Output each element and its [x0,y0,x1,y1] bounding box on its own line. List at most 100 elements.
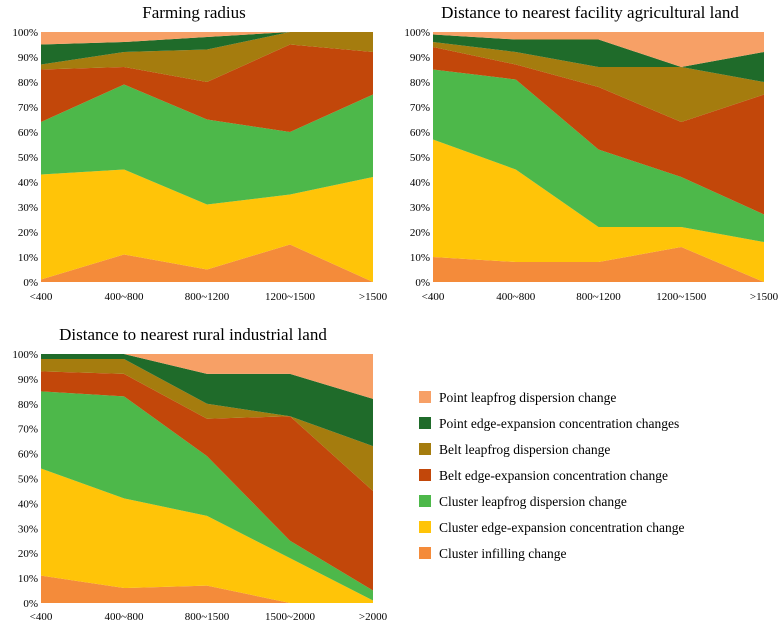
legend-item: Cluster infilling change [419,546,566,561]
area-series-cluster-edge-expansion-concentration [41,169,373,282]
y-tick-label: 80% [18,399,38,411]
y-tick-label: 70% [18,424,38,436]
y-tick-label: 0% [23,598,38,610]
area-series-point-edge-expansion-concentration [41,32,373,65]
y-tick-label: 10% [410,252,430,264]
area-layers [41,32,373,282]
y-tick-label: 20% [410,227,430,239]
y-tick-label: 90% [410,52,430,64]
legend-item: Cluster edge-expansion concentration cha… [419,520,685,535]
y-tick-label: 70% [410,102,430,114]
chart-title: Distance to nearest rural industrial lan… [59,325,327,344]
x-tick-label: >2000 [359,611,388,623]
area-series-belt-leapfrog-dispersion [433,42,764,122]
y-tick-label: 10% [18,573,38,585]
area-series-cluster-infilling [433,247,764,282]
x-axis: <400 400~800 800~1500 1500~2000 >2000 [30,611,388,623]
y-tick-label: 20% [18,548,38,560]
area-series-point-leapfrog-dispersion [433,32,764,67]
y-tick-label: 30% [410,202,430,214]
y-axis: 0% 10% 20% 30% 40% 50% 60% 70% 80% 90% 100% [12,349,38,610]
area-series-point-edge-expansion-concentration [41,354,373,447]
legend-item: Belt edge-expansion concentration change [419,468,668,483]
y-tick-label: 60% [18,449,38,461]
y-tick-label: 40% [18,177,38,189]
y-tick-label: 50% [18,152,38,164]
legend-label: Cluster leapfrog dispersion change [439,494,627,509]
x-tick-label: 1200~1500 [656,291,706,303]
y-tick-label: 40% [410,177,430,189]
x-tick-label: 800~1200 [185,291,230,303]
x-tick-label: 1500~2000 [265,611,315,623]
y-tick-label: 50% [410,152,430,164]
y-tick-label: 40% [18,498,38,510]
y-tick-label: 80% [18,77,38,89]
legend-item: Point leapfrog dispersion change [419,390,616,405]
area-series-cluster-leapfrog-dispersion [41,391,373,601]
area-series-point-edge-expansion-concentration [433,34,764,82]
x-axis: <400 400~800 800~1200 1200~1500 >1500 [30,291,388,303]
area-series-point-leapfrog-dispersion [41,354,373,399]
area-series-belt-edge-expansion-concentration [41,44,373,132]
area-series-cluster-infilling [41,575,373,603]
chart-rural-industrial-land: Distance to nearest rural industrial lan… [12,325,387,623]
area-layers [433,32,764,282]
y-axis: 0% 10% 20% 30% 40% 50% 60% 70% 80% 90% 100% [12,27,38,289]
area-series-point-leapfrog-dispersion [41,32,373,45]
y-tick-label: 30% [18,202,38,214]
y-tick-label: 20% [18,227,38,239]
legend-swatch [419,521,431,533]
y-tick-label: 90% [18,52,38,64]
x-tick-label: 1200~1500 [265,291,315,303]
legend-label: Belt edge-expansion concentration change [439,468,668,483]
area-series-cluster-edge-expansion-concentration [433,139,764,282]
x-tick-label: 800~1500 [185,611,230,623]
legend-item: Belt leapfrog dispersion change [419,442,610,457]
x-tick-label: <400 [30,291,53,303]
legend-swatch [419,417,431,429]
area-series-cluster-leapfrog-dispersion [41,84,373,205]
area-series-belt-edge-expansion-concentration [41,371,373,591]
y-tick-label: 70% [18,102,38,114]
y-tick-label: 0% [23,277,38,289]
legend-swatch [419,391,431,403]
y-tick-label: 80% [410,77,430,89]
legend-label: Belt leapfrog dispersion change [439,442,610,457]
x-tick-label: 400~800 [496,291,535,303]
y-tick-label: 10% [18,252,38,264]
area-layers [41,354,373,603]
y-tick-label: 100% [12,349,38,361]
legend-swatch [419,443,431,455]
y-tick-label: 30% [18,523,38,535]
y-tick-label: 90% [18,374,38,386]
y-tick-label: 60% [410,127,430,139]
legend: Point leapfrog dispersion change Point e… [419,390,685,561]
x-axis: <400 400~800 800~1200 1200~1500 >1500 [422,291,779,303]
legend-label: Cluster edge-expansion concentration cha… [439,520,685,535]
chart-facility-agricultural-land: Distance to nearest facility agricultura… [404,3,778,303]
y-axis: 0% 10% 20% 30% 40% 50% 60% 70% 80% 90% 100% [404,27,430,289]
x-tick-label: 800~1200 [576,291,621,303]
legend-swatch [419,547,431,559]
legend-swatch [419,495,431,507]
chart-farming-radius: Farming radius 0% 10% 20% 30% 40% 50% 60% 70% 80… [12,3,387,303]
legend-label: Cluster infilling change [439,546,566,561]
y-tick-label: 50% [18,474,38,486]
x-tick-label: 400~800 [105,291,144,303]
legend-label: Point edge-expansion concentration chang… [439,416,679,431]
legend-item: Cluster leapfrog dispersion change [419,494,627,509]
y-tick-label: 100% [12,27,38,39]
area-series-cluster-infilling [41,244,373,282]
x-tick-label: 400~800 [105,611,144,623]
legend-item: Point edge-expansion concentration chang… [419,416,679,431]
x-tick-label: <400 [422,291,445,303]
y-tick-label: 60% [18,127,38,139]
legend-swatch [419,469,431,481]
x-tick-label: <400 [30,611,53,623]
area-series-cluster-leapfrog-dispersion [433,69,764,242]
chart-title: Distance to nearest facility agricultura… [441,3,739,22]
y-tick-label: 100% [404,27,430,39]
y-tick-label: 0% [415,277,430,289]
area-series-belt-leapfrog-dispersion [41,358,373,491]
